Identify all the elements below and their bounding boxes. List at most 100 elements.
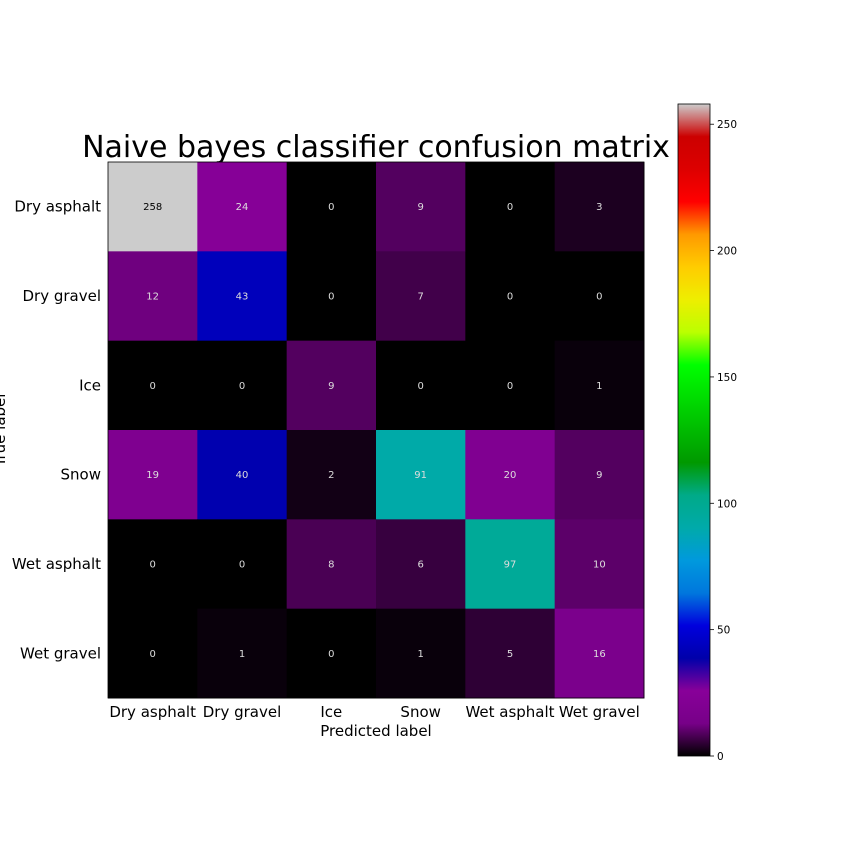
cell-value-label: 10 bbox=[593, 560, 606, 571]
heatmap-cell bbox=[376, 430, 466, 520]
heatmap-cell bbox=[554, 608, 645, 699]
cell-value-label: 1 bbox=[239, 649, 245, 660]
colorbar-ticks: 0 50 100 150 200 250 bbox=[710, 119, 737, 763]
cell-value-label: 0 bbox=[328, 202, 334, 213]
heatmap-cell bbox=[465, 251, 556, 342]
y-tick-label: Wet asphalt bbox=[12, 555, 101, 573]
colorbar-tick-label: 100 bbox=[717, 498, 737, 510]
y-tick-label: Dry gravel bbox=[22, 287, 101, 305]
x-tick-label: Dry gravel bbox=[203, 703, 282, 721]
y-tick-label: Wet gravel bbox=[20, 644, 101, 662]
x-tick-label: Wet asphalt bbox=[465, 703, 554, 721]
heatmap-cell bbox=[108, 340, 198, 431]
heatmap-cell bbox=[554, 340, 645, 431]
cell-value-label: 91 bbox=[414, 470, 427, 481]
cell-value-label: 9 bbox=[596, 470, 602, 481]
cell-value-label: 16 bbox=[593, 649, 606, 660]
cell-value-label: 24 bbox=[236, 202, 249, 213]
cell-value-label: 0 bbox=[507, 202, 513, 213]
heatmap-cell bbox=[286, 519, 377, 610]
heatmap-cell bbox=[108, 519, 198, 610]
cell-value-label: 0 bbox=[328, 649, 334, 660]
heatmap-cell bbox=[108, 608, 198, 699]
y-tick-label: Ice bbox=[79, 376, 101, 394]
heatmap-cell bbox=[286, 162, 377, 252]
cell-value-label: 43 bbox=[236, 292, 249, 303]
cell-value-label: 1 bbox=[596, 381, 602, 392]
heatmap-cell bbox=[197, 519, 288, 610]
cell-value-label: 0 bbox=[149, 381, 155, 392]
heatmap-cell bbox=[197, 608, 288, 699]
cell-value-label: 0 bbox=[239, 560, 245, 571]
heatmap-cell bbox=[197, 340, 288, 431]
cell-value-label: 258 bbox=[143, 202, 162, 213]
heatmap-cell bbox=[554, 519, 645, 610]
cell-value-label: 0 bbox=[239, 381, 245, 392]
heatmap-cell bbox=[376, 608, 466, 699]
heatmap-cell bbox=[376, 340, 466, 431]
heatmap-cell bbox=[376, 162, 466, 252]
cell-value-label: 5 bbox=[507, 649, 513, 660]
cell-value-label: 12 bbox=[146, 292, 159, 303]
cell-value-label: 0 bbox=[328, 292, 334, 303]
heatmap-cell bbox=[197, 430, 288, 520]
cell-value-label: 7 bbox=[417, 292, 423, 303]
cell-value-label: 0 bbox=[149, 560, 155, 571]
heatmap-cell bbox=[286, 608, 377, 699]
cell-value-label: 2 bbox=[328, 470, 334, 481]
heatmap-cell bbox=[465, 519, 556, 610]
y-axis-label: True label bbox=[0, 394, 9, 468]
cell-value-label: 0 bbox=[507, 292, 513, 303]
cell-value-label: 6 bbox=[417, 560, 423, 571]
cell-value-label: 9 bbox=[417, 202, 423, 213]
cell-value-label: 0 bbox=[149, 649, 155, 660]
x-tick-label: Ice bbox=[320, 703, 342, 721]
y-tick-label: Snow bbox=[61, 466, 101, 484]
cell-value-label: 8 bbox=[328, 560, 334, 571]
cell-value-label: 0 bbox=[507, 381, 513, 392]
chart-title: Naive bayes classifier confusion matrix bbox=[82, 130, 670, 165]
heatmap-cell bbox=[465, 608, 556, 699]
heatmap-cell bbox=[286, 430, 377, 520]
heatmap-cells: 258 24 0 9 0 3 12 43 0 7 0 0 0 0 9 0 0 1 19 40 2 91 20 9 0 0 8 6 97 1… bbox=[108, 162, 645, 699]
colorbar-tick-label: 200 bbox=[717, 246, 737, 258]
x-tick-labels: Dry asphalt Dry gravel Ice Snow Wet asphalt W… bbox=[109, 703, 639, 721]
x-tick-label: Dry asphalt bbox=[109, 703, 196, 721]
cell-value-label: 0 bbox=[417, 381, 423, 392]
heatmap-cell bbox=[108, 430, 198, 520]
heatmap-cell bbox=[376, 251, 466, 342]
colorbar-tick-label: 150 bbox=[717, 372, 737, 384]
cell-value-label: 40 bbox=[236, 470, 249, 481]
cell-value-label: 20 bbox=[504, 470, 517, 481]
y-tick-labels: Dry asphalt Dry gravel Ice Snow Wet asphalt W… bbox=[12, 198, 101, 663]
heatmap-cell bbox=[465, 162, 556, 252]
plot-frame bbox=[107, 161, 645, 699]
colorbar-tick-label: 250 bbox=[717, 119, 737, 131]
heatmap-cell bbox=[286, 340, 377, 431]
heatmap-cell bbox=[108, 162, 198, 252]
cell-value-label: 3 bbox=[596, 202, 602, 213]
heatmap-cell bbox=[554, 430, 645, 520]
x-tick-label: Snow bbox=[400, 703, 440, 721]
heatmap-cell bbox=[197, 162, 288, 252]
heatmap-cell bbox=[465, 340, 556, 431]
cell-value-label: 9 bbox=[328, 381, 334, 392]
colorbar-tick-label: 50 bbox=[717, 625, 730, 637]
heatmap-cell bbox=[554, 162, 645, 252]
cell-value-label: 97 bbox=[504, 560, 517, 571]
heatmap-cell bbox=[108, 251, 198, 342]
colorbar-tick-label: 0 bbox=[717, 751, 724, 763]
cell-value-label: 1 bbox=[417, 649, 423, 660]
y-tick-label: Dry asphalt bbox=[14, 198, 101, 216]
heatmap-cell bbox=[197, 251, 288, 342]
heatmap-cell bbox=[376, 519, 466, 610]
heatmap-cell bbox=[554, 251, 645, 342]
heatmap-cell bbox=[286, 251, 377, 342]
heatmap-cell bbox=[465, 430, 556, 520]
colorbar bbox=[677, 103, 711, 757]
cell-value-label: 0 bbox=[596, 292, 602, 303]
x-axis-label: Predicted label bbox=[320, 722, 431, 740]
cell-value-label: 19 bbox=[146, 470, 159, 481]
